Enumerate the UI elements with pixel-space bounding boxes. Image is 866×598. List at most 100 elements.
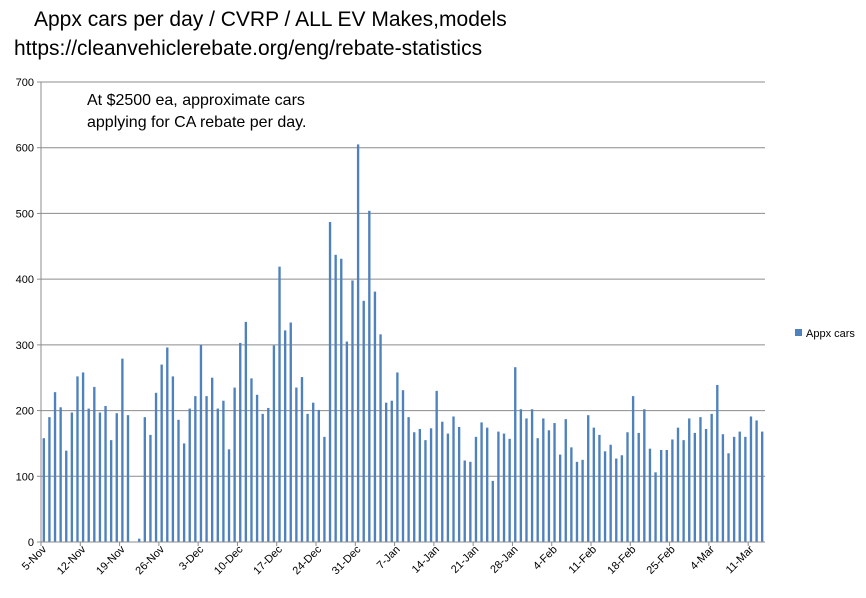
- bar: [340, 258, 343, 542]
- bar: [727, 453, 730, 542]
- x-tick-label: 26-Nov: [133, 543, 167, 577]
- bar: [749, 416, 753, 542]
- bar: [138, 538, 141, 542]
- bar: [418, 428, 422, 542]
- bar: [575, 461, 579, 542]
- bar: [463, 460, 466, 542]
- bar: [587, 415, 590, 542]
- legend: Appx cars: [795, 328, 855, 340]
- bar: [469, 461, 472, 542]
- x-tick-label: 11-Feb: [567, 544, 600, 577]
- bar: [429, 428, 433, 542]
- bar: [143, 417, 147, 542]
- annotation-line-2: applying for CA rebate per day.: [87, 114, 307, 131]
- bar: [199, 344, 203, 542]
- bar: [626, 432, 629, 542]
- x-tick-label: 10-Dec: [212, 543, 246, 577]
- bar: [104, 405, 107, 542]
- bar: [716, 384, 719, 542]
- bar: [665, 450, 668, 542]
- bar: [53, 392, 57, 542]
- bar: [317, 409, 320, 542]
- bar: [70, 412, 74, 542]
- bar: [547, 430, 551, 542]
- bar: [109, 440, 113, 542]
- bar: [592, 427, 596, 542]
- bar: [255, 394, 259, 542]
- bar: [126, 415, 130, 542]
- bar: [76, 376, 79, 542]
- y-tick-label: 300: [16, 340, 34, 352]
- bar: [328, 221, 332, 542]
- bar: [676, 427, 680, 542]
- x-tick-label: 19-Nov: [94, 543, 128, 577]
- bar: [441, 421, 444, 542]
- bar: [620, 455, 624, 542]
- bar: [356, 144, 360, 542]
- x-tick-label: 28-Jan: [488, 544, 520, 576]
- x-tick-label: 3-Dec: [177, 543, 207, 573]
- legend-swatch: [795, 329, 802, 336]
- y-tick-label: 100: [16, 471, 34, 483]
- bar: [149, 434, 152, 542]
- bar: [267, 407, 270, 542]
- legend-label: Appx cars: [806, 328, 855, 340]
- y-tick-label: 200: [16, 406, 34, 418]
- bar: [598, 434, 601, 542]
- bar: [457, 427, 461, 542]
- bar: [216, 408, 219, 542]
- bar: [384, 402, 388, 542]
- bar: [631, 396, 635, 542]
- bar: [732, 436, 736, 542]
- bar: [306, 413, 309, 542]
- bar: [334, 254, 337, 543]
- bar: [407, 417, 410, 542]
- bar: [93, 386, 96, 542]
- bar: [542, 418, 545, 542]
- bar: [194, 396, 197, 542]
- x-tick-label: 12-Nov: [55, 543, 89, 577]
- y-tick-label: 600: [16, 143, 34, 155]
- bar: [480, 422, 483, 542]
- bar: [446, 433, 450, 542]
- bar: [558, 454, 562, 542]
- bar: [81, 372, 85, 542]
- bar: [659, 450, 663, 542]
- bar: [205, 396, 208, 542]
- y-tick-label: 0: [28, 537, 34, 549]
- bar: [396, 372, 399, 542]
- bar: [227, 449, 231, 542]
- bar: [536, 438, 539, 542]
- x-tick-label: 7-Jan: [375, 544, 403, 572]
- bar: [312, 402, 315, 542]
- bar: [87, 408, 90, 542]
- bar: [435, 390, 438, 542]
- bar: [261, 413, 264, 542]
- bar: [59, 407, 62, 542]
- y-tick-label: 500: [16, 208, 34, 220]
- bar: [693, 432, 697, 542]
- bar: [295, 387, 298, 542]
- bar: [289, 322, 292, 542]
- bar: [761, 431, 764, 542]
- bar: [362, 300, 365, 542]
- bar: [177, 419, 180, 542]
- bar: [250, 378, 253, 542]
- bar: [744, 436, 747, 542]
- bar: [508, 438, 511, 542]
- bar: [654, 472, 657, 542]
- bar: [272, 345, 276, 542]
- bar: [244, 321, 248, 542]
- bar: [413, 432, 416, 542]
- bar: [154, 392, 158, 542]
- bar: [609, 444, 612, 542]
- bar: [121, 358, 124, 542]
- bar: [424, 440, 427, 542]
- bar: [171, 376, 175, 542]
- bar: [570, 447, 573, 542]
- bar: [755, 420, 758, 542]
- bar: [643, 409, 646, 542]
- chart-annotation: At $2500 ea, approximate cars applying f…: [87, 90, 306, 134]
- bar: [699, 417, 702, 542]
- bar: [390, 400, 393, 542]
